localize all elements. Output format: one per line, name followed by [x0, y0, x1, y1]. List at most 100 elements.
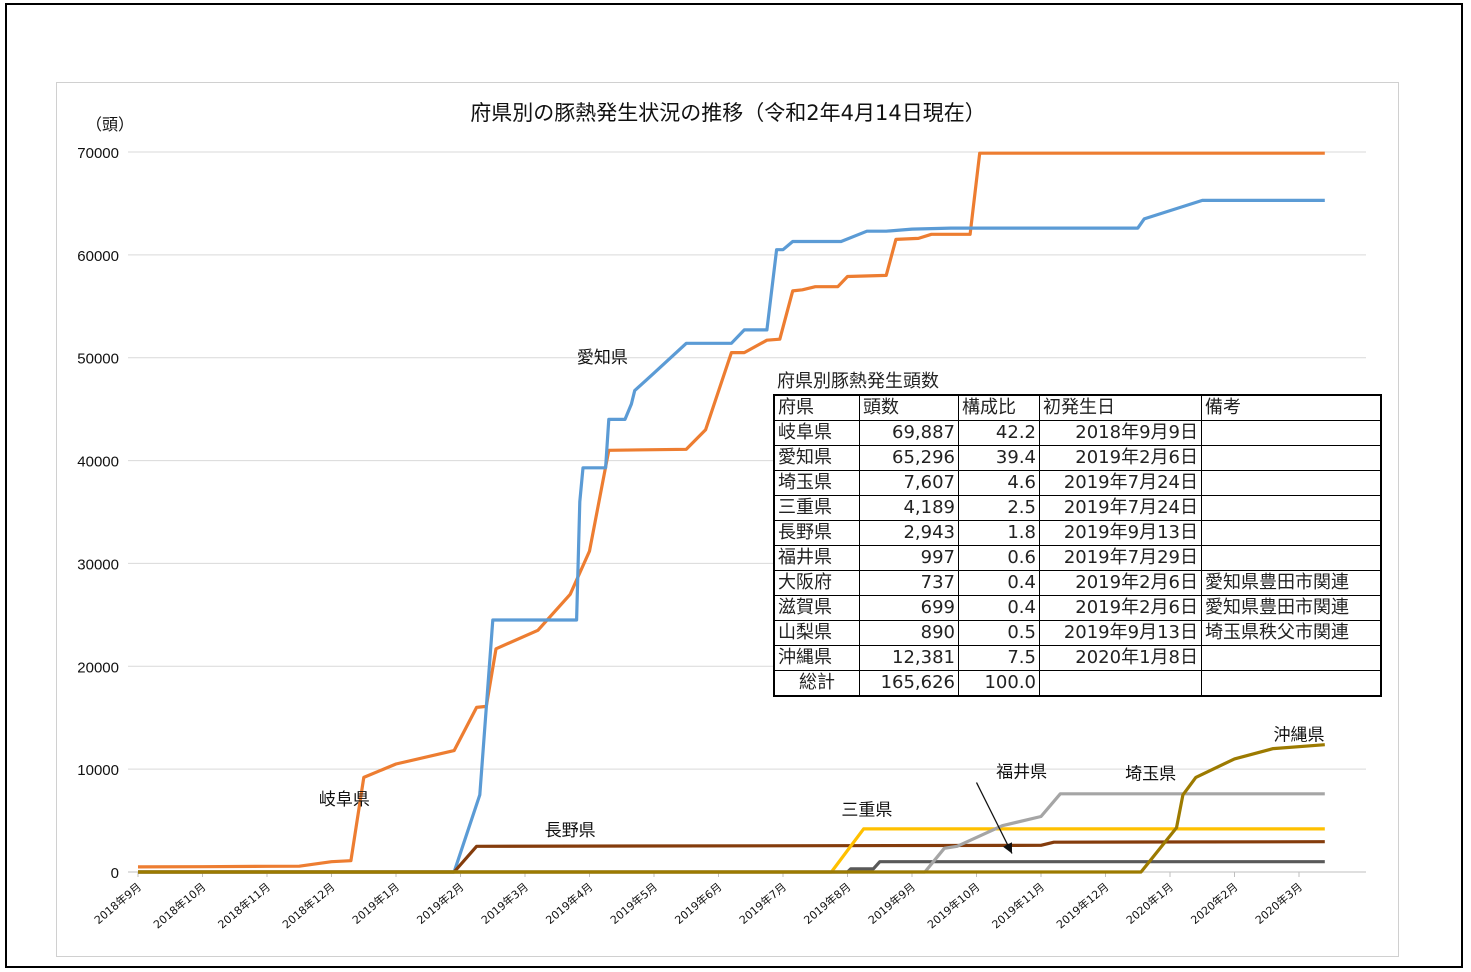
table-row: 愛知県 65,296 39.4 2019年2月6日 [773, 445, 1382, 471]
x-tick-label: 2019年10月 [924, 880, 982, 932]
cell-prefecture: 愛知県 [773, 445, 860, 471]
y-tick-label: 0 [111, 865, 119, 882]
header-ratio: 構成比 [958, 394, 1040, 421]
series-line [138, 198, 1325, 874]
cell-first-date: 2019年2月6日 [1039, 595, 1202, 621]
cell-prefecture: 沖縄県 [773, 645, 860, 671]
cell-count: 69,887 [859, 420, 959, 446]
cell-ratio: 100.0 [958, 670, 1040, 697]
cell-count: 737 [859, 570, 959, 596]
x-tick-label: 2019年5月 [607, 880, 660, 927]
cell-count: 890 [859, 620, 959, 646]
cell-notes [1201, 545, 1382, 571]
chart-area [56, 82, 1399, 957]
cell-ratio: 0.4 [958, 595, 1040, 621]
cell-ratio: 2.5 [958, 495, 1040, 521]
chart-title: 府県別の豚熱発生状況の推移（令和2年4月14日現在） [470, 101, 985, 125]
y-tick-label: 30000 [77, 556, 119, 573]
series-label: 長野県 [545, 821, 596, 841]
x-tick-label: 2020年1月 [1123, 880, 1176, 927]
table-row: 滋賀県 699 0.4 2019年2月6日 愛知県豊田市関連 [773, 595, 1382, 621]
cell-ratio: 42.2 [958, 420, 1040, 446]
cell-prefecture: 福井県 [773, 545, 860, 571]
arrow-shaft [975, 782, 1013, 854]
cell-ratio: 0.6 [958, 545, 1040, 571]
x-tick-label: 2020年3月 [1252, 880, 1305, 927]
x-tick-label: 2018年10月 [150, 880, 208, 932]
table-row: 三重県 4,189 2.5 2019年7月24日 [773, 495, 1382, 521]
series-label: 埼玉県 [1125, 764, 1176, 784]
cell-ratio: 39.4 [958, 445, 1040, 471]
table-row: 岐阜県 69,887 42.2 2018年9月9日 [773, 420, 1382, 446]
table-row: 沖縄県 12,381 7.5 2020年1月8日 [773, 645, 1382, 671]
cell-first-date: 2018年9月9日 [1039, 420, 1202, 446]
x-tick-label: 2020年2月 [1188, 880, 1241, 927]
cell-notes: 愛知県豊田市関連 [1201, 570, 1382, 596]
x-tick-label: 2019年12月 [1053, 880, 1111, 932]
cell-notes [1201, 495, 1382, 521]
header-notes: 備考 [1201, 394, 1382, 421]
cell-notes [1201, 670, 1382, 697]
cell-prefecture: 長野県 [773, 520, 860, 546]
series-line [138, 840, 1325, 874]
summary-table: 府県別豚熱発生頭数 府県 頭数 構成比 初発生日 備考 岐阜県 69,887 42.… [773, 370, 1383, 697]
table-header-row: 府県 頭数 構成比 初発生日 備考 [773, 394, 1382, 421]
table-total-row: 総計 165,626 100.0 [773, 670, 1382, 697]
arrow-head [1003, 842, 1012, 854]
cell-ratio: 7.5 [958, 645, 1040, 671]
x-tick-label: 2018年11月 [215, 880, 273, 932]
y-tick-label: 10000 [77, 762, 119, 779]
header-first-date: 初発生日 [1039, 394, 1202, 421]
x-tick-label: 2019年9月 [865, 880, 918, 927]
cell-count: 4,189 [859, 495, 959, 521]
table-row: 埼玉県 7,607 4.6 2019年7月24日 [773, 470, 1382, 496]
cell-prefecture: 埼玉県 [773, 470, 860, 496]
cell-prefecture: 山梨県 [773, 620, 860, 646]
x-tick-label: 2019年6月 [672, 880, 725, 927]
x-tick-label: 2019年8月 [801, 880, 854, 927]
cell-prefecture: 大阪府 [773, 570, 860, 596]
y-tick-label: 60000 [77, 248, 119, 265]
y-tick-label: 20000 [77, 659, 119, 676]
cell-prefecture: 岐阜県 [773, 420, 860, 446]
y-axis-ticks: 0 10000 20000 30000 40000 50000 60000 70000 [77, 145, 119, 882]
series-line [137, 151, 1325, 869]
x-tick-label: 2019年2月 [414, 880, 467, 927]
x-tick-label: 2019年1月 [349, 880, 402, 927]
cell-count: 65,296 [859, 445, 959, 471]
y-tick-label: 70000 [77, 145, 119, 162]
series-label: 三重県 [841, 800, 892, 820]
cell-notes [1201, 420, 1382, 446]
cell-notes: 愛知県豊田市関連 [1201, 595, 1382, 621]
page-frame [5, 3, 1463, 968]
cell-count: 165,626 [859, 670, 959, 697]
cell-prefecture: 滋賀県 [773, 595, 860, 621]
series-label: 岐阜県 [319, 790, 370, 810]
cell-count: 699 [859, 595, 959, 621]
cell-notes: 埼玉県秩父市関連 [1201, 620, 1382, 646]
cell-notes [1201, 470, 1382, 496]
cell-ratio: 1.8 [958, 520, 1040, 546]
cell-first-date: 2019年9月13日 [1039, 520, 1202, 546]
cell-first-date: 2019年7月29日 [1039, 545, 1202, 571]
table-body: 岐阜県 69,887 42.2 2018年9月9日 愛知県 65,296 39.4 2019年… [773, 420, 1382, 697]
cell-first-date: 2019年2月6日 [1039, 445, 1202, 471]
cell-first-date: 2019年7月24日 [1039, 470, 1202, 496]
series-lines [137, 151, 1325, 874]
table-row: 大阪府 737 0.4 2019年2月6日 愛知県豊田市関連 [773, 570, 1382, 596]
header-prefecture: 府県 [773, 394, 860, 421]
cell-prefecture: 三重県 [773, 495, 860, 521]
y-tick-label: 40000 [77, 454, 119, 471]
cell-count: 7,607 [859, 470, 959, 496]
x-tick-label: 2019年3月 [478, 880, 531, 927]
x-tick-label: 2019年7月 [736, 880, 789, 927]
cell-ratio: 0.4 [958, 570, 1040, 596]
table-row: 福井県 997 0.6 2019年7月29日 [773, 545, 1382, 571]
x-tick-label: 2019年11月 [989, 880, 1047, 932]
series-label: 沖縄県 [1274, 725, 1325, 745]
cell-prefecture: 総計 [773, 670, 860, 697]
series-line [138, 792, 1325, 874]
cell-notes [1201, 445, 1382, 471]
cell-ratio: 4.6 [958, 470, 1040, 496]
